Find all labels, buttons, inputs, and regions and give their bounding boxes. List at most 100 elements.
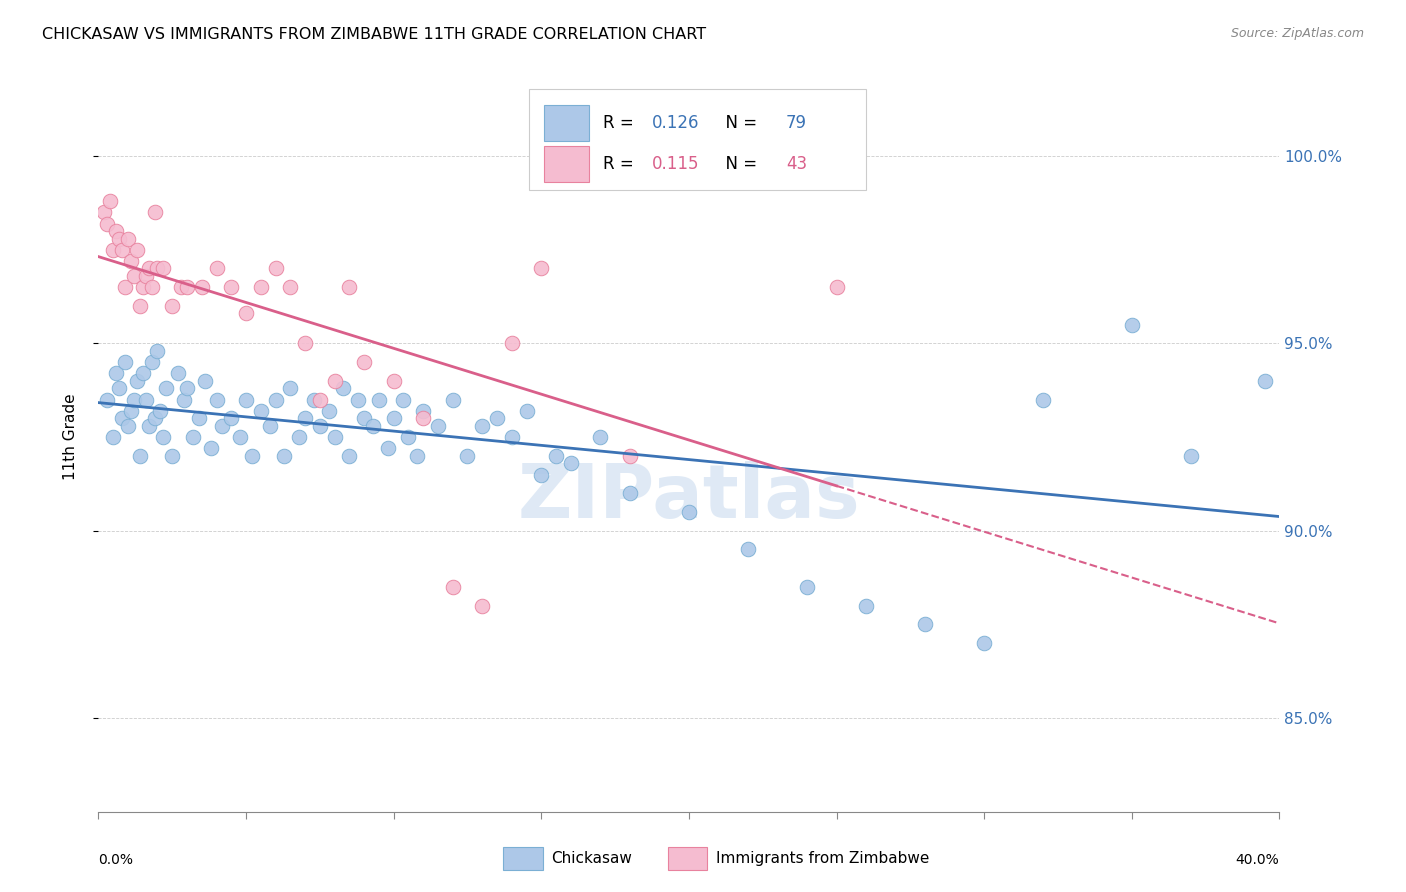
Point — [108, 231, 131, 245]
Point — [221, 280, 243, 294]
Point — [114, 355, 136, 369]
Point — [457, 449, 479, 463]
Point — [194, 374, 217, 388]
Point — [135, 392, 157, 407]
Point — [211, 418, 233, 433]
Point — [323, 430, 346, 444]
Point — [1032, 392, 1054, 407]
Point — [146, 343, 169, 358]
Point — [318, 404, 340, 418]
Point — [98, 194, 121, 208]
Point — [382, 374, 405, 388]
Point — [128, 449, 150, 463]
Polygon shape — [544, 105, 589, 141]
Point — [259, 418, 281, 433]
Point — [412, 411, 434, 425]
Text: CHICKASAW VS IMMIGRANTS FROM ZIMBABWE 11TH GRADE CORRELATION CHART: CHICKASAW VS IMMIGRANTS FROM ZIMBABWE 11… — [42, 27, 706, 42]
Point — [398, 430, 420, 444]
Point — [141, 280, 163, 294]
Point — [471, 599, 494, 613]
Text: 40.0%: 40.0% — [1236, 853, 1279, 867]
Text: R =: R = — [603, 154, 638, 172]
Point — [796, 580, 818, 594]
Y-axis label: 11th Grade: 11th Grade — [63, 393, 77, 481]
Point — [309, 392, 332, 407]
Point — [1180, 449, 1202, 463]
Point — [323, 374, 346, 388]
Point — [149, 404, 172, 418]
Point — [120, 254, 142, 268]
Point — [117, 231, 139, 245]
Point — [353, 411, 375, 425]
Point — [176, 381, 198, 395]
Text: 0.126: 0.126 — [652, 114, 700, 132]
Point — [412, 404, 434, 418]
Point — [128, 299, 150, 313]
Text: R =: R = — [603, 114, 638, 132]
Text: 0.0%: 0.0% — [98, 853, 134, 867]
Point — [132, 367, 155, 381]
Point — [111, 243, 134, 257]
Point — [288, 430, 311, 444]
Point — [143, 205, 166, 219]
Point — [170, 280, 193, 294]
Point — [1121, 318, 1143, 332]
Point — [162, 449, 183, 463]
Text: 43: 43 — [786, 154, 807, 172]
Point — [176, 280, 198, 294]
Point — [589, 430, 612, 444]
Point — [280, 381, 302, 395]
Point — [382, 411, 405, 425]
Point — [361, 418, 384, 433]
Point — [973, 636, 995, 650]
Point — [125, 374, 148, 388]
Point — [155, 381, 177, 395]
Point — [406, 449, 429, 463]
Point — [167, 367, 190, 381]
Point — [332, 381, 354, 395]
Point — [114, 280, 136, 294]
Point — [377, 442, 399, 456]
Point — [368, 392, 391, 407]
Point — [339, 449, 361, 463]
Point — [221, 411, 243, 425]
Point — [96, 217, 118, 231]
Point — [294, 411, 316, 425]
Point — [309, 418, 332, 433]
Point — [914, 617, 936, 632]
Point — [235, 306, 257, 320]
Text: N =: N = — [714, 154, 762, 172]
Point — [302, 392, 325, 407]
Point — [560, 456, 582, 470]
Text: N =: N = — [714, 114, 762, 132]
Point — [619, 486, 641, 500]
Point — [143, 411, 166, 425]
Point — [441, 580, 464, 594]
Point — [117, 418, 139, 433]
Point — [138, 418, 160, 433]
Point — [530, 467, 553, 482]
Text: Source: ZipAtlas.com: Source: ZipAtlas.com — [1230, 27, 1364, 40]
Point — [152, 261, 174, 276]
Point — [619, 449, 641, 463]
Point — [162, 299, 183, 313]
Point — [103, 243, 125, 257]
Point — [441, 392, 464, 407]
Point — [347, 392, 370, 407]
Point — [135, 268, 157, 283]
Text: 0.115: 0.115 — [652, 154, 700, 172]
Point — [132, 280, 155, 294]
Point — [235, 392, 257, 407]
Point — [280, 280, 302, 294]
Point — [111, 411, 134, 425]
Point — [152, 430, 174, 444]
Point — [353, 355, 375, 369]
Text: ZIPatlas: ZIPatlas — [517, 460, 860, 533]
Point — [191, 280, 214, 294]
Point — [339, 280, 361, 294]
Point — [530, 261, 553, 276]
Point — [264, 392, 287, 407]
Point — [294, 336, 316, 351]
Point — [391, 392, 413, 407]
Point — [120, 404, 142, 418]
